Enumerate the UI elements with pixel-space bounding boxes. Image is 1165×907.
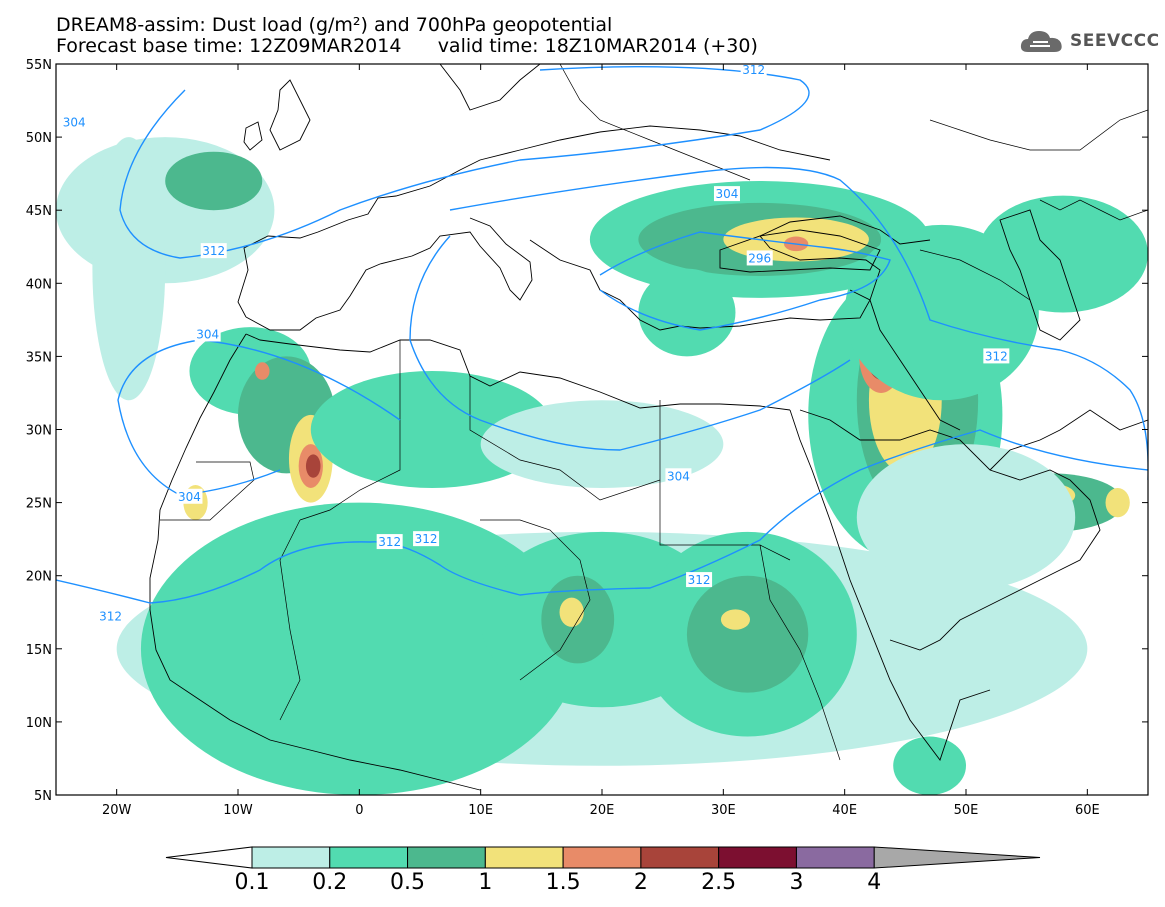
dust-patch: [686, 575, 809, 693]
contour-label: 312: [413, 531, 440, 547]
colorbar-label: 0.1: [234, 870, 270, 895]
contour-label: 312: [97, 608, 124, 624]
contour-label: 304: [665, 468, 692, 484]
contour-label: 312: [686, 572, 713, 588]
dust-load-field: [56, 137, 1148, 795]
lat-tick-label: 25N: [26, 497, 52, 512]
lat-tick-label: 55N: [26, 58, 52, 73]
contour-value: 312: [415, 532, 438, 546]
lat-tick-label: 10N: [26, 716, 52, 731]
lat-tick-label: 5N: [34, 789, 52, 804]
lon-tick-label: 60E: [1075, 803, 1100, 818]
colorbar-segment: [718, 846, 797, 869]
colorbar-label: 4: [867, 870, 882, 895]
contour-label: 312: [983, 348, 1010, 364]
lon-tick-label: 0: [355, 803, 363, 818]
colorbar-segment: [562, 846, 642, 869]
seevccc-logo: SEEVCCC: [1018, 26, 1160, 56]
contour-value: 312: [985, 349, 1008, 363]
contour-value: 304: [667, 469, 690, 483]
lon-tick-label: 20E: [590, 803, 615, 818]
contour-label: 304: [713, 186, 740, 202]
lat-tick-label: 45N: [26, 204, 52, 219]
lat-tick-label: 20N: [26, 570, 52, 585]
lat-tick-label: 30N: [26, 424, 52, 439]
logo-text: SEEVCCC: [1070, 31, 1160, 51]
map-subtitle: Forecast base time: 12Z09MAR2014 valid t…: [56, 35, 758, 57]
axis-ticks: 20W 10W 0 10E 20E 30E 40E 50E 60E 55N 50N 45N 40N 35N…: [26, 58, 1148, 818]
contour-value: 296: [748, 251, 771, 265]
lat-tick-label: 15N: [26, 643, 52, 658]
colorbar-label: 0.5: [390, 870, 426, 895]
colorbar-label: 2.5: [701, 870, 737, 895]
contour-label: 304: [176, 488, 203, 504]
contour-label: 312: [740, 61, 767, 77]
dust-patch: [305, 454, 321, 478]
contour-label: 296: [746, 250, 773, 265]
geopotential-contours: [56, 65, 1148, 604]
contour-value: 304: [196, 327, 219, 341]
dust-patch: [254, 362, 270, 380]
colorbar-segment: [329, 846, 409, 869]
cloud-icon: [1020, 31, 1062, 52]
lat-tick-label: 35N: [26, 350, 52, 365]
dust-patch: [978, 195, 1148, 313]
contour-value: 312: [378, 535, 401, 549]
contour-label: 304: [61, 114, 88, 130]
contour-value: 304: [63, 115, 86, 129]
contour-value: 312: [742, 63, 765, 77]
lon-tick-label: 20W: [102, 803, 132, 818]
dust-patch: [165, 151, 263, 211]
colorbar-label: 0.2: [312, 870, 348, 895]
lon-tick-label: 10E: [468, 803, 493, 818]
contour-label-group: 312 304 304 296 312 304 312 304 304 312 312 312 312: [61, 61, 1010, 624]
dust-patch: [638, 268, 736, 357]
coastlines-and-borders: [149, 64, 1148, 791]
map-title: DREAM8-assim: Dust load (g/m²) and 700hP…: [56, 14, 613, 36]
dust-patch: [856, 444, 1076, 591]
contour-value: 312: [202, 244, 225, 258]
dust-patch: [140, 502, 578, 795]
dust-patch: [720, 609, 751, 630]
colorbar-label: 1.5: [545, 870, 581, 895]
dust-patch: [559, 597, 584, 627]
colorbar-high-arrow: [873, 846, 1041, 869]
colorbar-segment: [484, 846, 564, 869]
contour-label: 312: [200, 243, 227, 259]
lon-tick-label: 30E: [711, 803, 736, 818]
lat-tick-label: 40N: [26, 277, 52, 292]
lon-tick-label: 10W: [223, 803, 253, 818]
contour-value: 312: [688, 573, 711, 587]
colorbar-label: 1: [478, 870, 493, 895]
contour-label: 312: [376, 534, 403, 550]
colorbar: [165, 846, 1041, 869]
contour-value: 312: [99, 610, 122, 624]
contour-value: 304: [178, 490, 201, 504]
colorbar-segment: [251, 846, 331, 869]
dust-patch: [480, 400, 724, 488]
colorbar-label: 2: [633, 870, 648, 895]
colorbar-label: 3: [789, 870, 804, 895]
lon-tick-label: 40E: [832, 803, 857, 818]
dust-patch: [1105, 487, 1130, 518]
lat-tick-label: 50N: [26, 131, 52, 146]
colorbar-segment: [795, 846, 875, 869]
colorbar-segment: [407, 846, 486, 869]
dust-patch: [893, 736, 966, 795]
colorbar-low-arrow: [165, 846, 253, 869]
contour-label: 304: [194, 326, 221, 342]
colorbar-segment: [640, 846, 720, 869]
dust-patch: [92, 137, 166, 401]
contour-value: 304: [716, 187, 739, 201]
lon-tick-label: 50E: [954, 803, 979, 818]
